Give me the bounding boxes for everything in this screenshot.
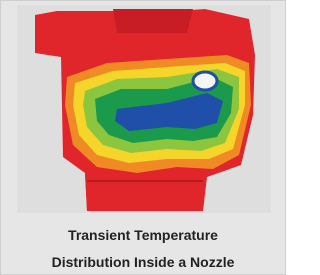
nozzle-image (17, 5, 271, 213)
caption-line: Distribution Inside a Nozzle (1, 254, 285, 270)
nozzle-hole (193, 72, 217, 90)
caption-line: Transient Temperature (1, 227, 285, 243)
pipe (85, 173, 203, 211)
figure: Transient Temperature Distribution Insid… (0, 0, 286, 275)
flange-top (113, 9, 193, 33)
